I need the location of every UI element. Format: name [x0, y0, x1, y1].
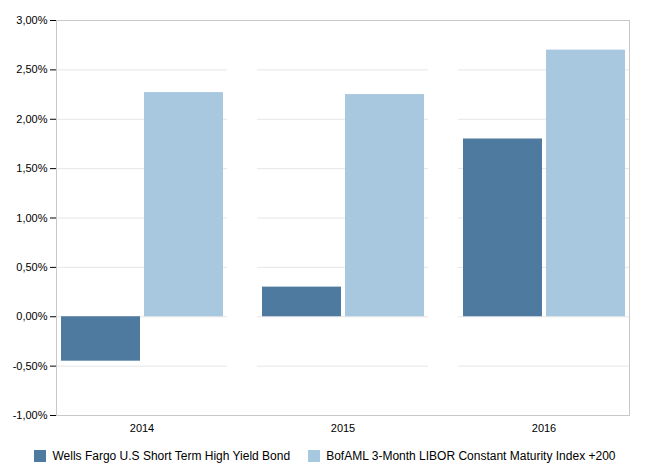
svg-text:1,00%: 1,00% — [16, 212, 47, 224]
svg-text:2014: 2014 — [130, 422, 154, 434]
svg-text:1,50%: 1,50% — [16, 162, 47, 174]
svg-text:0,50%: 0,50% — [16, 261, 47, 273]
svg-text:3,00%: 3,00% — [16, 14, 47, 26]
svg-text:2016: 2016 — [532, 422, 556, 434]
svg-text:0,00%: 0,00% — [16, 310, 47, 322]
svg-text:2,00%: 2,00% — [16, 113, 47, 125]
svg-text:-0,50%: -0,50% — [13, 360, 48, 372]
svg-text:-1,00%: -1,00% — [13, 409, 48, 421]
svg-text:2015: 2015 — [331, 422, 355, 434]
html-text:Wells Fargo U.S Short Term Hig: Wells Fargo U.S Short Term High Yield Bo… — [52, 449, 291, 463]
svg-text:2,50%: 2,50% — [16, 63, 47, 75]
html-text:BofAML 3-Month LIBOR Constant: BofAML 3-Month LIBOR Constant Maturity I… — [326, 449, 616, 463]
